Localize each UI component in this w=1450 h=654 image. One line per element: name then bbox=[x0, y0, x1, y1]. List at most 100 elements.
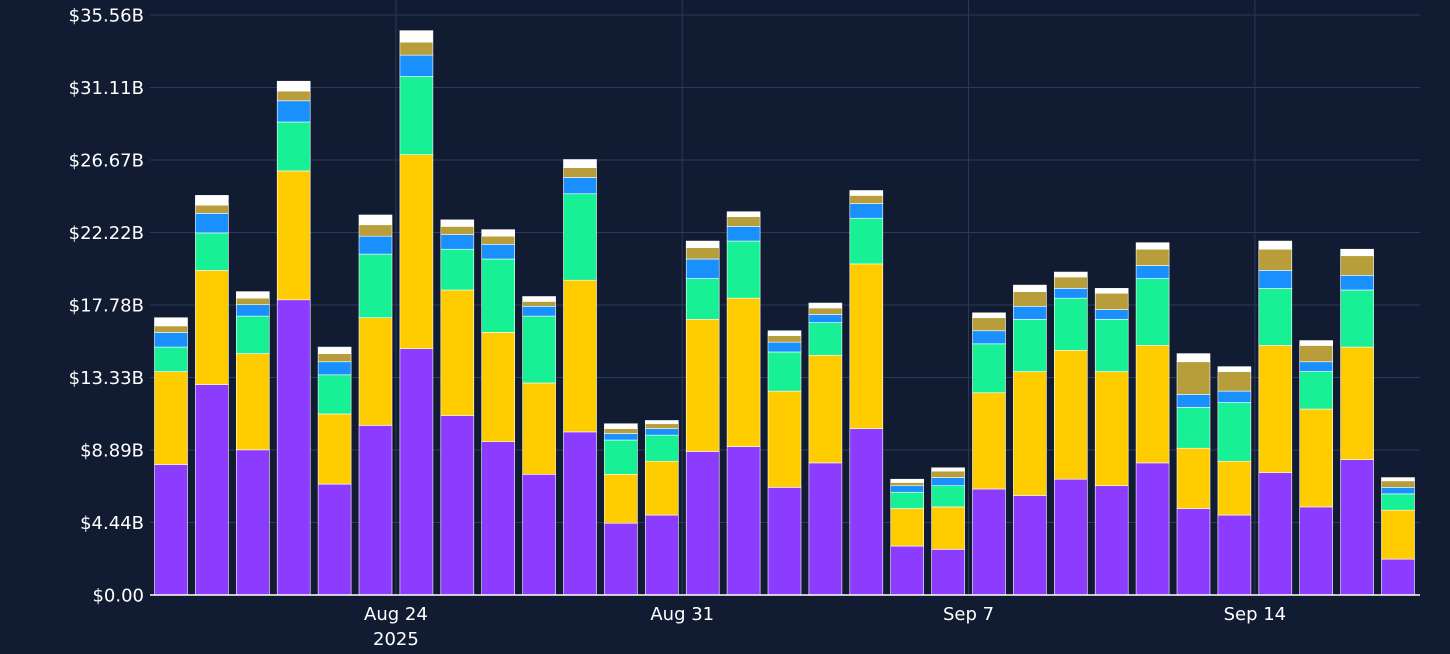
bar-segment bbox=[276, 299, 311, 596]
bar-segment bbox=[563, 177, 597, 195]
bar-segment bbox=[440, 415, 475, 596]
bar-segment bbox=[1258, 270, 1293, 289]
bar-segment bbox=[931, 470, 965, 478]
bar-segment bbox=[1299, 506, 1333, 596]
bar-segment bbox=[1340, 275, 1374, 291]
bar-segment bbox=[563, 279, 597, 433]
x-tick-label: Sep 7 bbox=[943, 604, 994, 625]
bar-segment bbox=[849, 190, 884, 196]
bar-segment bbox=[1299, 361, 1333, 372]
bar-segment bbox=[972, 343, 1006, 394]
bar-segment bbox=[1176, 394, 1211, 408]
y-tick-label: $8.89B bbox=[80, 441, 144, 462]
bar-segment bbox=[1013, 371, 1047, 496]
bar-segment bbox=[1217, 371, 1252, 392]
bar-segment bbox=[1135, 462, 1170, 596]
bar-segment bbox=[767, 341, 802, 353]
bar-segment bbox=[563, 431, 597, 596]
bar-segment bbox=[236, 353, 270, 451]
bar-segment bbox=[644, 434, 679, 462]
bar-segment bbox=[644, 460, 679, 516]
x-tick-label: Aug 24 bbox=[364, 604, 428, 625]
y-tick-label: $31.11B bbox=[69, 78, 144, 99]
bar-segment bbox=[399, 41, 434, 56]
bar-segment bbox=[563, 167, 597, 178]
bar-segment bbox=[685, 278, 720, 320]
bar-segment bbox=[931, 506, 965, 550]
bar-segment bbox=[1258, 345, 1293, 473]
bar-segment bbox=[972, 317, 1006, 332]
bar-segment bbox=[1013, 291, 1047, 307]
bar-segment bbox=[195, 213, 229, 234]
bar-segment bbox=[931, 549, 965, 596]
bar-segment bbox=[276, 170, 311, 301]
bar-segment bbox=[358, 317, 393, 426]
y-tick-label: $22.22B bbox=[69, 223, 144, 244]
bar-segment bbox=[154, 464, 188, 596]
bar-segment bbox=[1094, 292, 1129, 310]
bar-segment bbox=[972, 312, 1006, 319]
bar-segment bbox=[1381, 509, 1415, 560]
y-tick-label: $4.44B bbox=[80, 513, 144, 534]
bar-segment bbox=[1135, 242, 1170, 250]
bar-segment bbox=[1299, 371, 1333, 410]
bar-segment bbox=[726, 211, 761, 217]
bar-segment bbox=[1054, 350, 1088, 480]
bar-segment bbox=[358, 214, 393, 226]
bar-segment bbox=[890, 478, 925, 483]
bar-segment bbox=[1176, 353, 1211, 363]
bar-segment bbox=[276, 90, 311, 102]
bar-segment bbox=[358, 253, 393, 319]
bar-segment bbox=[358, 425, 393, 596]
y-tick-label: $26.67B bbox=[69, 151, 144, 172]
bar-segment bbox=[931, 477, 965, 487]
bar-segment bbox=[1135, 248, 1170, 266]
bar-segment bbox=[1299, 345, 1333, 363]
bar-segment bbox=[522, 305, 556, 317]
bar-segment bbox=[1094, 309, 1129, 320]
bar-segment bbox=[685, 240, 720, 248]
bar-segment bbox=[890, 482, 925, 487]
bar-segment bbox=[1176, 508, 1211, 596]
bar-segment bbox=[1217, 390, 1252, 403]
bar-segment bbox=[563, 159, 597, 168]
bar-segment bbox=[195, 195, 229, 206]
bar-segment bbox=[1013, 305, 1047, 320]
bar-segment bbox=[767, 330, 802, 336]
bar-segment bbox=[1135, 265, 1170, 279]
bar-segment bbox=[317, 413, 352, 485]
bar-segment bbox=[808, 302, 843, 309]
bar-segment bbox=[931, 467, 965, 472]
bar-segment bbox=[644, 420, 679, 425]
bar-segment bbox=[726, 226, 761, 242]
bar-segment bbox=[604, 522, 638, 596]
bar-segment bbox=[481, 244, 516, 260]
bar-segment bbox=[1381, 477, 1415, 482]
bar-segment bbox=[522, 301, 556, 307]
x-tick-label: Sep 14 bbox=[1224, 604, 1287, 625]
bar-segment bbox=[972, 330, 1006, 345]
bar-segment bbox=[644, 428, 679, 436]
bar-segment bbox=[972, 488, 1006, 596]
bar-segment bbox=[808, 322, 843, 356]
bar-segment bbox=[1217, 460, 1252, 516]
bar-segment bbox=[604, 473, 638, 524]
bar-segment bbox=[1299, 340, 1333, 346]
bar-segment bbox=[440, 226, 475, 235]
x-tick-sublabel: 2025 bbox=[373, 629, 419, 650]
bar-segment bbox=[236, 291, 270, 299]
bar-segment bbox=[1135, 345, 1170, 464]
bar-segment bbox=[849, 428, 884, 596]
y-tick-label: $0.00 bbox=[92, 586, 144, 607]
y-tick-label: $17.78B bbox=[69, 296, 144, 317]
bar-segment bbox=[604, 439, 638, 475]
bar-segment bbox=[154, 371, 188, 465]
bar-segment bbox=[726, 240, 761, 299]
bar-segment bbox=[767, 351, 802, 392]
bar-segment bbox=[726, 297, 761, 447]
bar-segment bbox=[154, 346, 188, 372]
bar-segment bbox=[604, 428, 638, 434]
bar-segment bbox=[890, 508, 925, 547]
